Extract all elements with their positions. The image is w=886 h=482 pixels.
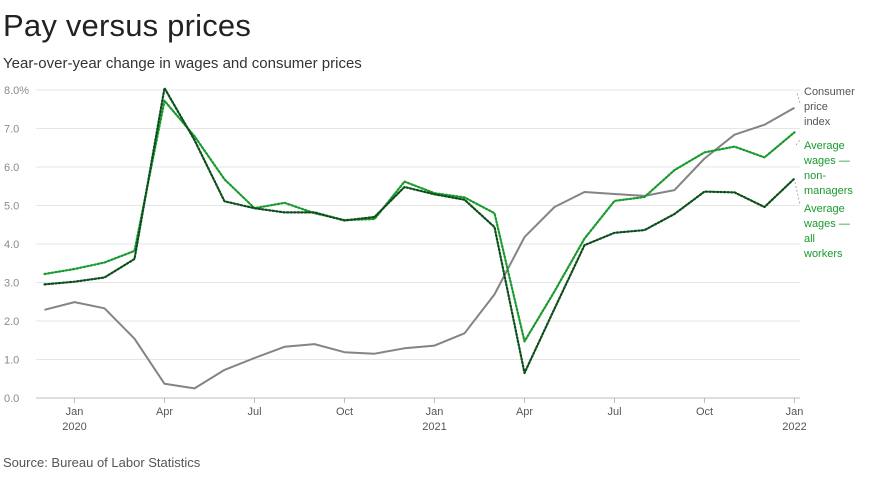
x-tick-label: Apr <box>516 406 533 418</box>
y-tick-label: 4.0 <box>4 239 19 251</box>
y-tick-label: 7.0 <box>4 124 19 136</box>
x-tick-label: Jan <box>426 406 444 418</box>
series-labels: Consumer price index Average wages — non-mana… <box>794 86 855 260</box>
series-label-cpi: Consumer price index <box>804 86 855 128</box>
label-leader-cpi <box>796 92 801 104</box>
source-note: Source: Bureau of Labor Statistics <box>3 455 201 470</box>
x-tick-label: Jan <box>66 406 84 418</box>
y-tick-label: 5.0 <box>4 201 19 213</box>
y-tick-label: 1.0 <box>4 355 19 367</box>
axes: 0.0 1.0 2.0 3.0 4.0 5.0 6.0 7.0 8.0% Jan 2020 Apr Ju… <box>4 85 807 433</box>
x-tick-label: Oct <box>696 406 713 418</box>
x-tick-year-label: 2020 <box>62 421 86 433</box>
y-tick-label: 3.0 <box>4 278 19 290</box>
series-line-cpi <box>44 106 795 390</box>
x-tick-label: Jul <box>607 406 621 418</box>
label-leader-nonmanagers <box>795 139 801 146</box>
y-tick-label: 0.0 <box>4 393 19 405</box>
chart-subtitle: Year-over-year change in wages and consu… <box>3 55 362 72</box>
x-tick-year-label: 2021 <box>422 421 446 433</box>
x-tick-year-label: 2022 <box>782 421 806 433</box>
x-tick-label: Jan <box>786 406 804 418</box>
y-tick-label: 6.0 <box>4 162 19 174</box>
gridlines <box>36 89 800 360</box>
series-label-allworkers: Average wages — all workers <box>803 203 850 260</box>
y-tick-label: 8.0% <box>4 85 29 97</box>
series-line-allworkers <box>43 86 796 375</box>
x-tick-label: Oct <box>336 406 353 418</box>
series-lines <box>43 86 796 390</box>
chart-title: Pay versus prices <box>3 8 252 43</box>
x-tick-label: Jul <box>247 406 261 418</box>
x-tick-label: Apr <box>156 406 173 418</box>
series-label-nonmanagers: Average wages — non-managers <box>803 140 853 197</box>
series-line-nonmanagers <box>43 99 796 343</box>
label-leader-allworkers <box>794 181 801 206</box>
y-tick-label: 2.0 <box>4 316 19 328</box>
